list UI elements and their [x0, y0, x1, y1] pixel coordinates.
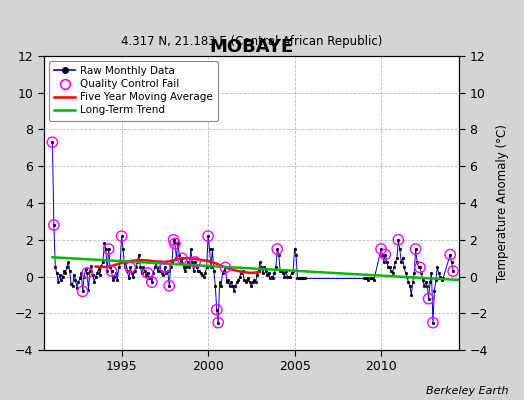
Point: [48, 139, 57, 146]
Point: [126, 264, 135, 271]
Point: [83, 270, 91, 276]
Text: Berkeley Earth: Berkeley Earth: [426, 386, 508, 396]
Point: [178, 255, 187, 262]
Point: [416, 264, 424, 271]
Point: [148, 279, 156, 285]
Point: [411, 246, 420, 252]
Point: [144, 270, 152, 276]
Point: [424, 296, 433, 302]
Point: [171, 240, 179, 247]
Point: [381, 251, 389, 258]
Point: [449, 268, 457, 274]
Point: [117, 233, 126, 239]
Point: [214, 320, 222, 326]
Point: [377, 246, 385, 252]
Point: [394, 237, 402, 243]
Legend: Raw Monthly Data, Quality Control Fail, Five Year Moving Average, Long-Term Tren: Raw Monthly Data, Quality Control Fail, …: [49, 61, 218, 121]
Title: MOBAYE: MOBAYE: [209, 38, 293, 56]
Point: [107, 268, 116, 274]
Point: [79, 288, 87, 294]
Y-axis label: Temperature Anomaly (°C): Temperature Anomaly (°C): [496, 124, 509, 282]
Point: [273, 246, 281, 252]
Point: [204, 233, 212, 239]
Text: 4.317 N, 21.183 E (Central African Republic): 4.317 N, 21.183 E (Central African Repub…: [121, 35, 382, 48]
Point: [221, 264, 230, 271]
Point: [191, 259, 199, 265]
Point: [50, 222, 58, 228]
Point: [104, 246, 113, 252]
Point: [169, 237, 178, 243]
Point: [161, 264, 169, 271]
Point: [429, 320, 437, 326]
Point: [213, 306, 221, 313]
Point: [165, 283, 173, 289]
Point: [446, 251, 454, 258]
